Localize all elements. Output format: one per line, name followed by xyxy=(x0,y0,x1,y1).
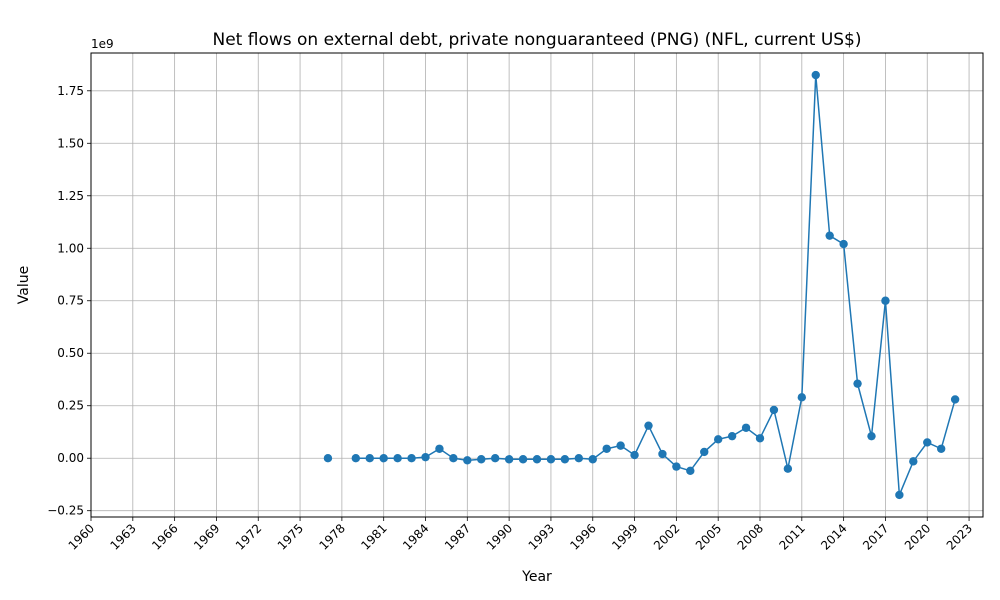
data-point xyxy=(435,444,444,453)
data-point xyxy=(741,423,751,432)
y-tick-label: 1.50 xyxy=(57,136,84,150)
data-point xyxy=(532,455,542,464)
data-point xyxy=(421,452,430,462)
grid-lines xyxy=(90,53,983,517)
y-tick-label: 0.75 xyxy=(57,294,84,308)
data-point xyxy=(909,457,918,466)
data-point xyxy=(686,466,695,476)
data-point xyxy=(504,455,514,464)
y-tick-label: 1.25 xyxy=(57,189,84,203)
y-tick-label: 1.00 xyxy=(57,241,84,255)
data-point xyxy=(407,454,416,463)
data-point xyxy=(881,296,890,305)
data-point xyxy=(936,444,946,453)
data-point xyxy=(546,455,556,464)
data-point xyxy=(379,454,388,463)
data-point xyxy=(797,393,807,402)
y-tick-label: −0.25 xyxy=(47,504,84,518)
data-point xyxy=(811,70,820,80)
data-point xyxy=(713,435,723,444)
data-point xyxy=(895,490,904,500)
data-point xyxy=(365,454,374,463)
y-axis: −0.25 0.00 0.25 0.50 0.75 1.00 1.25 1.50 1.75 xyxy=(47,84,91,518)
y-tick-label: 0.50 xyxy=(57,346,84,360)
data-point xyxy=(616,441,625,450)
y-axis-offset-label: 1e9 xyxy=(91,37,114,51)
data-point xyxy=(783,464,793,473)
data-point xyxy=(560,455,570,464)
data-point xyxy=(574,454,584,463)
data-point xyxy=(351,454,361,463)
data-point xyxy=(700,447,709,457)
data-point xyxy=(755,434,765,443)
data-point xyxy=(672,462,681,471)
y-axis-title: Value xyxy=(16,266,32,304)
data-point xyxy=(449,454,458,463)
data-point xyxy=(463,456,472,465)
chart-title: Net flows on external debt, private nong… xyxy=(213,30,862,50)
data-point xyxy=(588,455,597,464)
data-point xyxy=(644,421,653,430)
data-point xyxy=(518,455,528,464)
y-tick-label: 1.75 xyxy=(57,84,84,98)
data-point xyxy=(825,231,834,240)
y-tick-label: 0.25 xyxy=(57,399,84,413)
data-point xyxy=(923,438,932,447)
series-layer xyxy=(323,70,960,500)
data-point xyxy=(769,405,779,415)
plot-area-frame xyxy=(90,52,984,518)
data-point xyxy=(727,431,737,441)
data-point xyxy=(853,379,862,388)
data-point xyxy=(477,455,486,464)
data-point xyxy=(839,239,848,249)
data-point xyxy=(602,444,611,453)
data-point xyxy=(393,454,402,463)
x-axis-title: Year xyxy=(521,569,552,585)
data-point xyxy=(323,454,333,463)
data-point xyxy=(630,450,639,460)
data-point xyxy=(658,449,667,459)
y-tick-label: 0.00 xyxy=(57,451,84,465)
data-point xyxy=(490,454,500,463)
data-point xyxy=(950,395,960,404)
data-point xyxy=(867,431,876,441)
